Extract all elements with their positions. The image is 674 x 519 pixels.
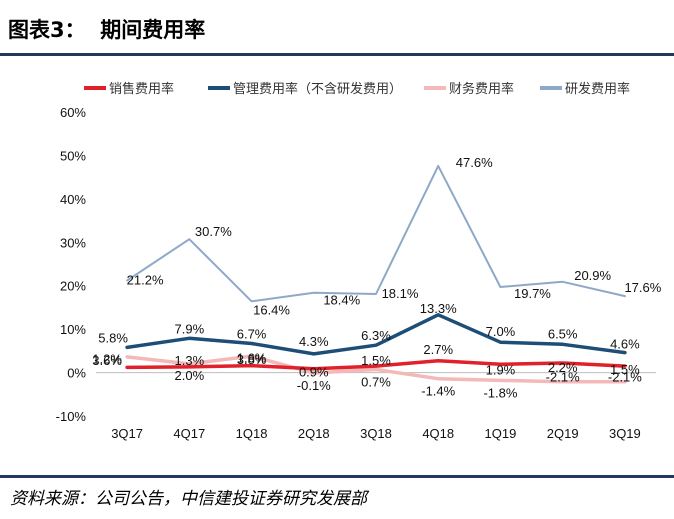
series-line [125,354,627,384]
series-line [126,164,626,303]
y-axis: 60% 50% 40% 30% 20% 10% 0% -10% [56,105,87,424]
data-label: 1.3% [175,353,205,368]
data-label: -1.8% [483,385,517,400]
data-label: 1.5% [361,353,391,368]
data-label: 6.3% [361,328,391,343]
data-label: 1.9% [486,362,516,377]
x-tick-label: 1Q19 [485,426,517,441]
data-label: 2.0% [175,368,205,383]
legend-label: 研发费用率 [565,81,630,96]
data-label: 4.6% [610,337,640,352]
data-label: 3.8% [237,352,267,367]
x-tick-label: 1Q18 [236,426,268,441]
y-tick-label: 60% [60,105,86,120]
data-label: 0.9% [299,365,329,380]
data-label: 1.6% [237,351,267,366]
data-label: 6.7% [237,326,267,341]
data-label: 20.9% [574,268,611,283]
data-label: 2.7% [423,342,453,357]
data-label: 18.4% [323,293,360,308]
data-label: 4.3% [299,334,329,349]
x-tick-label: 4Q17 [173,426,205,441]
x-axis: 3Q17 4Q17 1Q18 2Q18 3Q18 4Q18 1Q19 2Q19 3Q19 [96,372,656,441]
data-label: 6.5% [548,326,578,341]
y-tick-label: 30% [60,235,86,250]
y-tick-label: 10% [60,322,86,337]
y-tick-label: 40% [60,192,86,207]
data-label: 1.2% [92,351,122,366]
data-label: 2.2% [548,360,578,375]
line-chart: 销售费用率 管理费用率（不含研发费用） 财务费用率 研发费用率 60% 50% 40% 30… [56,81,662,441]
data-label: 16.4% [253,302,290,317]
y-tick-label: -10% [56,409,87,424]
y-tick-label: 50% [60,148,86,163]
data-label: 3.6% [92,353,122,368]
data-label: 7.0% [486,324,516,339]
source-rule [0,475,674,478]
data-label: -2.1% [546,370,580,385]
x-tick-label: 3Q18 [360,426,392,441]
data-label: -0.1% [297,378,331,393]
series-lines [125,164,627,384]
x-tick-label: 3Q17 [111,426,143,441]
series-line [125,313,627,356]
y-tick-label: 20% [60,279,86,294]
data-label: 47.6% [456,155,493,170]
legend-label: 财务费用率 [449,81,514,96]
x-tick-label: 2Q18 [298,426,330,441]
legend-label: 销售费用率 [109,81,174,96]
data-label: 18.1% [382,286,419,301]
data-label: -1.4% [421,384,455,399]
x-tick-label: 4Q18 [422,426,454,441]
series-line [125,359,627,371]
data-labels: 1.2% 1.3% 1.6% 0.9% 1.5% 2.7% 1.9% 2.2% 1.5% 5.8%… [92,155,661,401]
x-tick-label: 2Q19 [547,426,579,441]
data-label: 1.5% [610,362,640,377]
data-label: 19.7% [514,286,551,301]
source-note: 资料来源：公司公告，中信建投证券研究发展部 [10,489,367,509]
legend: 销售费用率 管理费用率（不含研发费用） 财务费用率 研发费用率 [84,81,630,96]
legend-label: 管理费用率（不含研发费用） [233,81,402,96]
data-label: 17.6% [624,280,661,295]
y-tick-label: 0% [67,366,86,381]
data-label: 5.8% [98,330,128,345]
data-label: 21.2% [127,273,164,288]
data-label: 7.9% [175,321,205,336]
data-label: 30.7% [195,224,232,239]
figure-title: 图表3： 期间费用率 [8,18,206,42]
title-rule [0,53,674,56]
data-label: 13.3% [420,301,457,316]
data-label: 0.7% [361,375,391,390]
x-tick-label: 3Q19 [609,426,641,441]
data-label: -2.1% [608,370,642,385]
